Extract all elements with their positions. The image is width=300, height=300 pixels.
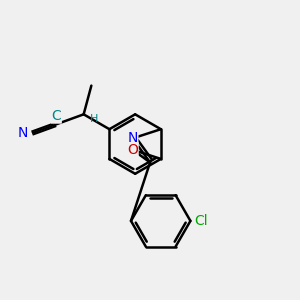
Text: Cl: Cl: [194, 214, 208, 228]
Text: H: H: [90, 114, 99, 124]
Text: N: N: [18, 126, 28, 140]
Text: O: O: [127, 143, 138, 157]
Text: C: C: [51, 109, 61, 123]
Text: N: N: [128, 131, 138, 146]
